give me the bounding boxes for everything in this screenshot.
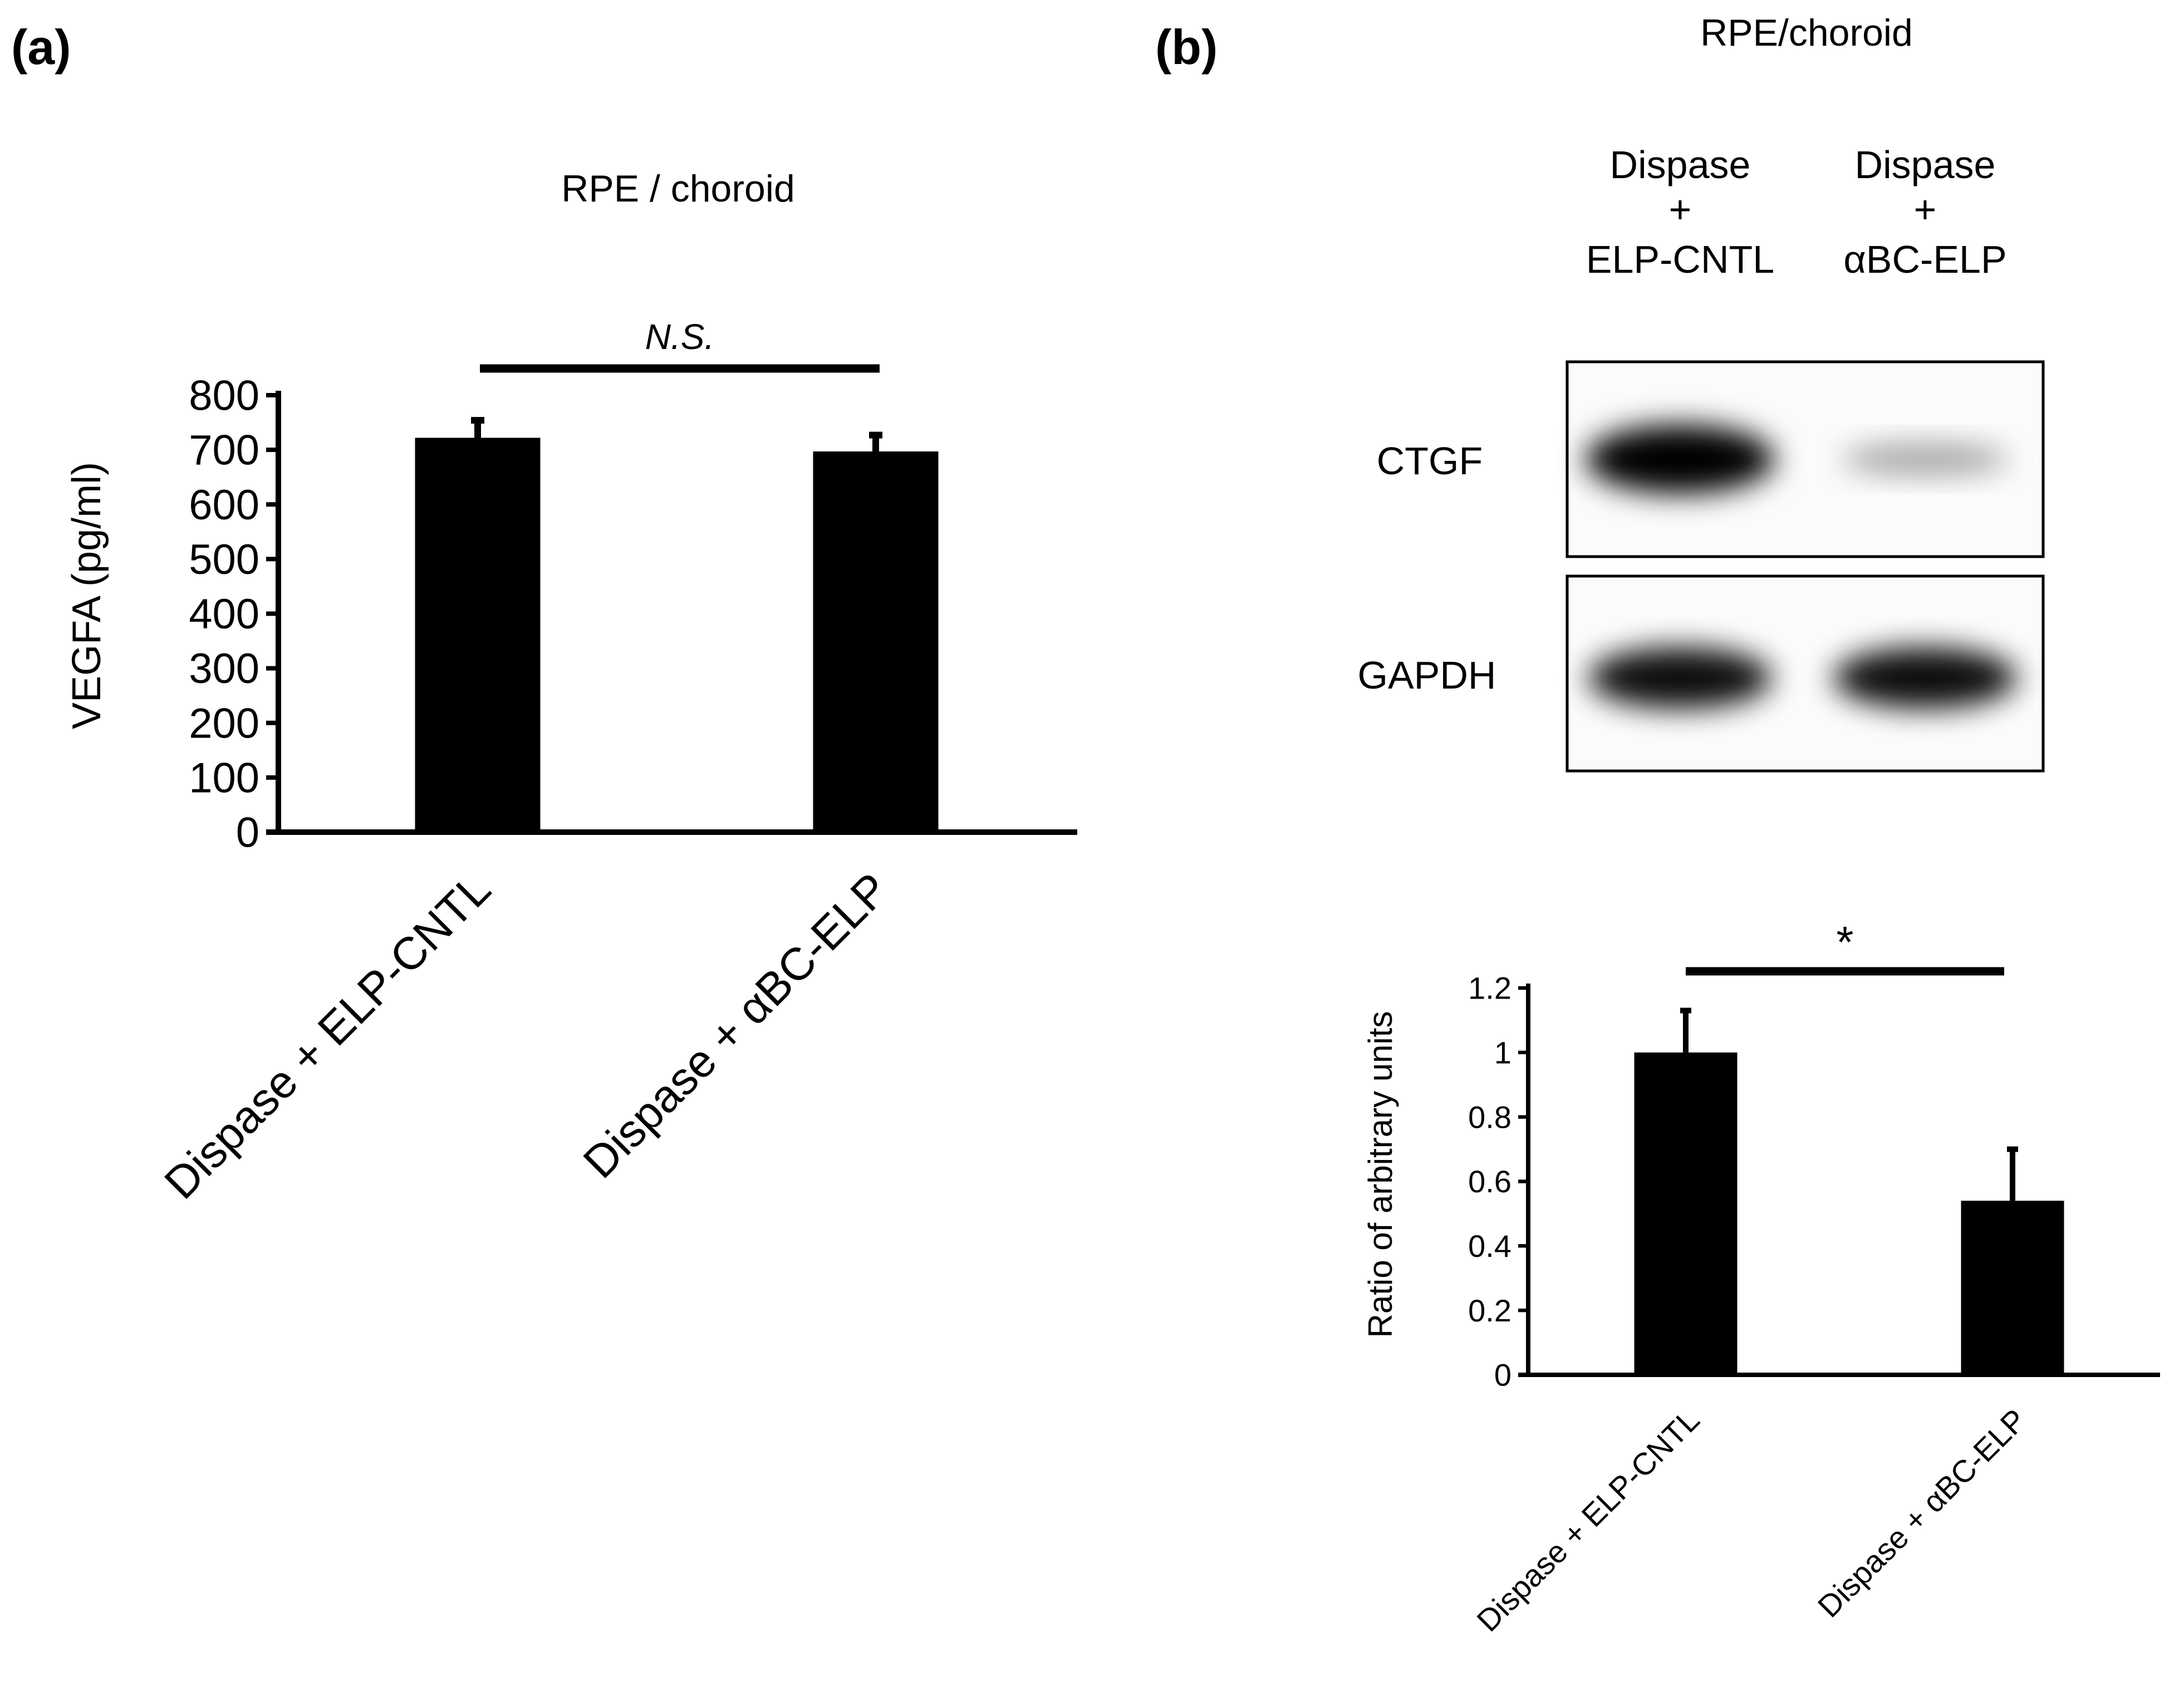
chart-a-y-axis-label: VEGFA (pg/ml): [65, 462, 109, 729]
lane-1-label-line3: ELP-CNTL: [1586, 238, 1774, 281]
y-tick-label: 0.4: [1468, 1228, 1511, 1264]
panel-b-title: RPE/choroid: [1700, 12, 1913, 54]
y-tick-label: 400: [189, 591, 259, 638]
y-tick-label: 0.6: [1468, 1164, 1511, 1199]
x-category-label: Dispase + ELP-CNTL: [1470, 1402, 1706, 1638]
blot-band: [1588, 647, 1772, 709]
x-category-label: Dispase + ELP-CNTL: [155, 863, 500, 1208]
x-category-label: Dispase + αBC-ELP: [574, 863, 899, 1188]
y-tick-label: 500: [189, 536, 259, 583]
y-tick-label: 0: [236, 809, 259, 857]
y-tick-label: 0: [1494, 1358, 1511, 1393]
panel-b-label: (b): [1155, 19, 1218, 75]
bar: [1961, 1201, 2064, 1375]
x-category-label: Dispase + αBC-ELP: [1811, 1402, 2033, 1624]
blot-band: [1833, 647, 2017, 709]
y-tick-label: 0.8: [1468, 1099, 1511, 1134]
chart-a-title: RPE / choroid: [561, 168, 795, 210]
significance-label: *: [1836, 917, 1853, 967]
bar: [813, 451, 939, 832]
y-tick-label: 600: [189, 481, 259, 529]
ctgf-ratio-bar-chart: Ratio of arbitrary units 0 0.2 0.4 0.6 0.8 1 1…: [1362, 917, 2160, 1638]
y-tick-label: 300: [189, 645, 259, 692]
y-tick-label: 700: [189, 427, 259, 474]
lane-1-label-line1: Dispase: [1610, 143, 1751, 186]
y-tick-label: 100: [189, 754, 259, 802]
western-blot: Dispase + ELP-CNTL Dispase + αBC-ELP CTG…: [1358, 143, 2045, 773]
y-tick-label: 1.2: [1468, 971, 1511, 1006]
lane-2-label-line2: +: [1914, 188, 1937, 231]
blot-row-ctgf-label: CTGF: [1377, 439, 1483, 483]
blot-row-gapdh-label: GAPDH: [1358, 653, 1496, 697]
y-tick-label: 800: [189, 372, 259, 420]
vegfa-bar-chart: RPE / choroid VEGFA (pg/ml) 0 100 200 300 40…: [65, 168, 1077, 1209]
y-tick-label: 1: [1494, 1035, 1511, 1070]
significance-label: N.S.: [645, 317, 714, 357]
lane-2-label-line3: αBC-ELP: [1843, 238, 2006, 281]
blot-band: [1586, 425, 1775, 494]
blot-band: [1842, 444, 2009, 475]
panel-a-label: (a): [11, 19, 71, 75]
ctgf-bands: [1586, 425, 2009, 494]
lane-1-label-line2: +: [1669, 188, 1692, 231]
lane-2-label-line1: Dispase: [1855, 143, 1996, 186]
y-tick-label: 200: [189, 700, 259, 747]
bar: [1634, 1052, 1738, 1375]
chart-b-y-axis-label: Ratio of arbitrary units: [1362, 1011, 1399, 1338]
y-tick-label: 0.2: [1468, 1293, 1511, 1328]
bar: [415, 438, 541, 832]
gapdh-bands: [1588, 647, 2017, 709]
